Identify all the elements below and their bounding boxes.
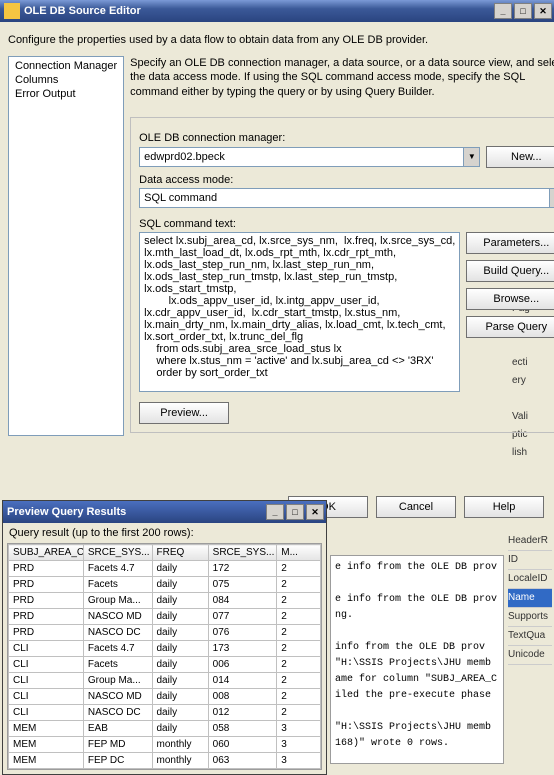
table-row[interactable]: PRDGroup Ma...daily0842 [9, 593, 321, 609]
titlebar-preview: Preview Query Results _ □ ✕ [3, 501, 326, 523]
properties-list: HeaderRIDLocaleIDNameSupportsTextQuaUnic… [506, 530, 554, 667]
conn-mgr-label: OLE DB connection manager: [139, 132, 554, 144]
column-header[interactable]: M... [277, 545, 321, 561]
table-row[interactable]: CLINASCO MDdaily0082 [9, 689, 321, 705]
access-mode-label: Data access mode: [139, 174, 554, 186]
new-button[interactable]: New... [486, 146, 554, 168]
config-group: OLE DB connection manager: edwprd02.bpec… [130, 117, 554, 433]
maximize-icon[interactable]: □ [514, 3, 532, 19]
build-query-button[interactable]: Build Query... [466, 260, 554, 282]
prop-item[interactable]: TextQua [508, 627, 552, 646]
access-mode-combo[interactable]: SQL command ▼ [139, 188, 554, 208]
maximize-icon[interactable]: □ [286, 504, 304, 520]
prop-item[interactable]: Unicode [508, 646, 552, 665]
parameters-button[interactable]: Parameters... [466, 232, 554, 254]
sql-textarea[interactable]: select lx.subj_area_cd, lx.srce_sys_nm, … [139, 232, 460, 392]
table-row[interactable]: PRDFacetsdaily0752 [9, 577, 321, 593]
column-header[interactable]: SUBJ_AREA_CD [9, 545, 84, 561]
output-log: e info from the OLE DB prov e info from … [330, 555, 504, 764]
table-row[interactable]: MEMFEP DCmonthly0633 [9, 753, 321, 769]
app-icon [4, 3, 20, 19]
nav-error-output[interactable]: Error Output [11, 87, 121, 101]
parse-query-button[interactable]: Parse Query [466, 316, 554, 338]
prop-item[interactable]: Supports [508, 608, 552, 627]
browse-button[interactable]: Browse... [466, 288, 554, 310]
column-header[interactable]: SRCE_SYS... [83, 545, 152, 561]
table-row[interactable]: CLIFacetsdaily0062 [9, 657, 321, 673]
help-button[interactable]: Help [464, 496, 544, 518]
minimize-icon[interactable]: _ [494, 3, 512, 19]
nav-connection-manager[interactable]: Connection Manager [11, 59, 121, 73]
minimize-icon[interactable]: _ [266, 504, 284, 520]
preview-button[interactable]: Preview... [139, 402, 229, 424]
nav-columns[interactable]: Columns [11, 73, 121, 87]
window-title: OLE DB Source Editor [24, 5, 141, 17]
table-row[interactable]: PRDFacets 4.7daily1722 [9, 561, 321, 577]
table-row[interactable]: MEMFEP MDmonthly0603 [9, 737, 321, 753]
intro-text: Configure the properties used by a data … [8, 34, 546, 46]
preview-grid[interactable]: SUBJ_AREA_CDSRCE_SYS...FREQSRCE_SYS...M.… [7, 543, 322, 770]
table-row[interactable]: CLIGroup Ma...daily0142 [9, 673, 321, 689]
prop-item[interactable]: LocaleID [508, 570, 552, 589]
column-header[interactable]: SRCE_SYS... [208, 545, 277, 561]
conn-mgr-value: edwprd02.bpeck [144, 151, 225, 163]
preview-subtitle: Query result (up to the first 200 rows): [3, 523, 326, 541]
description-text: Specify an OLE DB connection manager, a … [130, 56, 554, 99]
titlebar-main: OLE DB Source Editor _ □ ✕ [0, 0, 554, 22]
close-icon[interactable]: ✕ [306, 504, 324, 520]
chevron-down-icon[interactable]: ▼ [549, 189, 554, 207]
preview-window: Preview Query Results _ □ ✕ Query result… [2, 500, 327, 775]
prop-item[interactable]: ID [508, 551, 552, 570]
access-mode-value: SQL command [144, 192, 217, 204]
chevron-down-icon[interactable]: ▼ [463, 148, 479, 166]
close-icon[interactable]: ✕ [534, 3, 552, 19]
table-row[interactable]: PRDNASCO DCdaily0762 [9, 625, 321, 641]
prop-item[interactable]: HeaderR [508, 532, 552, 551]
table-row[interactable]: CLINASCO DCdaily0122 [9, 705, 321, 721]
conn-mgr-combo[interactable]: edwprd02.bpeck ▼ [139, 147, 480, 167]
table-row[interactable]: PRDNASCO MDdaily0772 [9, 609, 321, 625]
sql-text-label: SQL command text: [139, 218, 554, 230]
preview-title: Preview Query Results [7, 506, 126, 518]
table-row[interactable]: MEMEABdaily0583 [9, 721, 321, 737]
left-nav: Connection Manager Columns Error Output [8, 56, 124, 436]
cancel-button[interactable]: Cancel [376, 496, 456, 518]
column-header[interactable]: FREQ [152, 545, 208, 561]
table-row[interactable]: CLIFacets 4.7daily1732 [9, 641, 321, 657]
prop-item[interactable]: Name [508, 589, 552, 608]
